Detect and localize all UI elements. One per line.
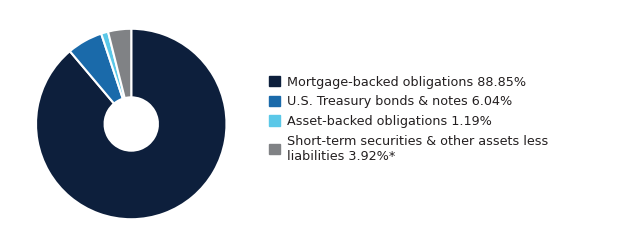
Wedge shape bbox=[36, 29, 226, 219]
Wedge shape bbox=[70, 34, 123, 104]
Wedge shape bbox=[108, 29, 131, 98]
Wedge shape bbox=[101, 32, 125, 99]
Legend: Mortgage-backed obligations 88.85%, U.S. Treasury bonds & notes 6.04%, Asset-bac: Mortgage-backed obligations 88.85%, U.S.… bbox=[269, 76, 548, 162]
